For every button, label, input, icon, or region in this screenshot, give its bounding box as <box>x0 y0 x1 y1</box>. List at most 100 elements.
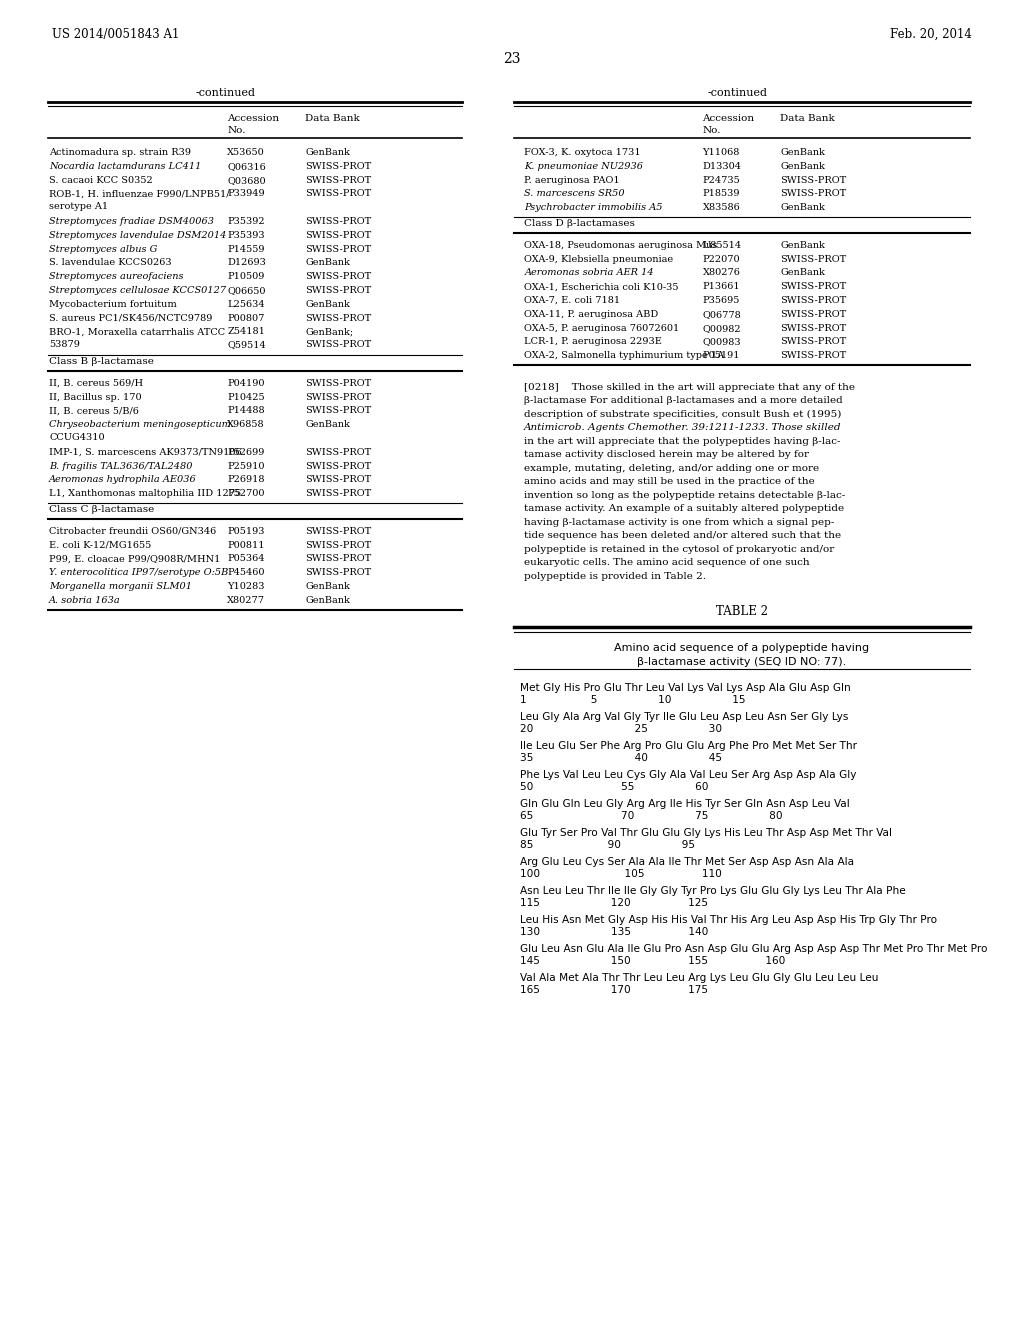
Text: 115                     120                 125: 115 120 125 <box>520 899 708 908</box>
Text: description of substrate specificities, consult Bush et (1995): description of substrate specificities, … <box>524 411 842 420</box>
Text: SWISS-PROT: SWISS-PROT <box>780 323 847 333</box>
Text: -continued: -continued <box>196 88 256 98</box>
Text: tide sequence has been deleted and/or altered such that the: tide sequence has been deleted and/or al… <box>524 532 842 540</box>
Text: Phe Lys Val Leu Leu Cys Gly Ala Val Leu Ser Arg Asp Asp Ala Gly: Phe Lys Val Leu Leu Cys Gly Ala Val Leu … <box>520 770 856 780</box>
Text: P05193: P05193 <box>227 527 265 536</box>
Text: Citrobacter freundii OS60/GN346: Citrobacter freundii OS60/GN346 <box>49 527 216 536</box>
Text: X80277: X80277 <box>227 595 265 605</box>
Text: Arg Glu Leu Cys Ser Ala Ala Ile Thr Met Ser Asp Asp Asn Ala Ala: Arg Glu Leu Cys Ser Ala Ala Ile Thr Met … <box>520 857 854 867</box>
Text: SWISS-PROT: SWISS-PROT <box>305 541 372 549</box>
Text: 65                          70                  75                  80: 65 70 75 80 <box>520 812 782 821</box>
Text: β-lactamase For additional β-lactamases and a more detailed: β-lactamase For additional β-lactamases … <box>524 396 843 405</box>
Text: polypeptide is provided in Table 2.: polypeptide is provided in Table 2. <box>524 572 707 581</box>
Text: GenBank: GenBank <box>305 148 350 157</box>
Text: Data Bank: Data Bank <box>780 114 835 123</box>
Text: P00811: P00811 <box>227 541 265 549</box>
Text: GenBank: GenBank <box>305 595 350 605</box>
Text: GenBank: GenBank <box>305 259 350 268</box>
Text: CCUG4310: CCUG4310 <box>49 433 104 442</box>
Text: Streptomyces fradiae DSM40063: Streptomyces fradiae DSM40063 <box>49 216 214 226</box>
Text: serotype A1: serotype A1 <box>49 202 109 211</box>
Text: Y11068: Y11068 <box>702 148 739 157</box>
Text: Gln Glu Gln Leu Gly Arg Arg Ile His Tyr Ser Gln Asn Asp Leu Val: Gln Glu Gln Leu Gly Arg Arg Ile His Tyr … <box>520 799 850 809</box>
Text: Class D β-lactamases: Class D β-lactamases <box>524 219 635 228</box>
Text: K. pneumoniae NU2936: K. pneumoniae NU2936 <box>524 162 643 170</box>
Text: No.: No. <box>227 125 246 135</box>
Text: GenBank: GenBank <box>305 420 350 429</box>
Text: No.: No. <box>702 125 721 135</box>
Text: LCR-1, P. aeruginosa 2293E: LCR-1, P. aeruginosa 2293E <box>524 338 663 346</box>
Text: Asn Leu Leu Thr Ile Ile Gly Gly Tyr Pro Lys Glu Glu Gly Lys Leu Thr Ala Phe: Asn Leu Leu Thr Ile Ile Gly Gly Tyr Pro … <box>520 886 906 896</box>
Text: Streptomyces cellulosae KCCS0127: Streptomyces cellulosae KCCS0127 <box>49 286 226 294</box>
Text: OXA-18, Pseudomonas aeruginosa Mus: OXA-18, Pseudomonas aeruginosa Mus <box>524 240 718 249</box>
Text: SWISS-PROT: SWISS-PROT <box>305 244 372 253</box>
Text: Aeromonas sobria AER 14: Aeromonas sobria AER 14 <box>524 268 654 277</box>
Text: Accession: Accession <box>702 114 755 123</box>
Text: SWISS-PROT: SWISS-PROT <box>305 462 372 471</box>
Text: SWISS-PROT: SWISS-PROT <box>305 379 372 388</box>
Text: SWISS-PROT: SWISS-PROT <box>305 176 372 185</box>
Text: OXA-9, Klebsiella pneumoniae: OXA-9, Klebsiella pneumoniae <box>524 255 674 264</box>
Text: SWISS-PROT: SWISS-PROT <box>305 475 372 484</box>
Text: Q59514: Q59514 <box>227 341 266 350</box>
Text: eukaryotic cells. The amino acid sequence of one such: eukaryotic cells. The amino acid sequenc… <box>524 558 810 568</box>
Text: Chryseobacterium meningosepticum: Chryseobacterium meningosepticum <box>49 420 231 429</box>
Text: A. sobria 163a: A. sobria 163a <box>49 595 121 605</box>
Text: SWISS-PROT: SWISS-PROT <box>305 162 372 170</box>
Text: S. lavendulae KCCS0263: S. lavendulae KCCS0263 <box>49 259 172 268</box>
Text: X53650: X53650 <box>227 148 265 157</box>
Text: E. coli K-12/MG1655: E. coli K-12/MG1655 <box>49 541 152 549</box>
Text: Actinomadura sp. strain R39: Actinomadura sp. strain R39 <box>49 148 191 157</box>
Text: SWISS-PROT: SWISS-PROT <box>305 568 372 577</box>
Text: Glu Leu Asn Glu Ala Ile Glu Pro Asn Asp Glu Glu Arg Asp Asp Asp Thr Met Pro Thr : Glu Leu Asn Glu Ala Ile Glu Pro Asn Asp … <box>520 944 987 954</box>
Text: Leu His Asn Met Gly Asp His His Val Thr His Arg Leu Asp Asp His Trp Gly Thr Pro: Leu His Asn Met Gly Asp His His Val Thr … <box>520 915 937 925</box>
Text: amino acids and may still be used in the practice of the: amino acids and may still be used in the… <box>524 478 815 487</box>
Text: II, Bacillus sp. 170: II, Bacillus sp. 170 <box>49 392 141 401</box>
Text: GenBank: GenBank <box>305 300 350 309</box>
Text: SWISS-PROT: SWISS-PROT <box>305 554 372 564</box>
Text: tamase activity. An example of a suitably altered polypeptide: tamase activity. An example of a suitabl… <box>524 504 845 513</box>
Text: Feb. 20, 2014: Feb. 20, 2014 <box>890 28 972 41</box>
Text: Class B β-lactamase: Class B β-lactamase <box>49 356 154 366</box>
Text: SWISS-PROT: SWISS-PROT <box>305 231 372 240</box>
Text: Streptomyces aureofaciens: Streptomyces aureofaciens <box>49 272 183 281</box>
Text: SWISS-PROT: SWISS-PROT <box>305 527 372 536</box>
Text: GenBank: GenBank <box>780 148 825 157</box>
Text: P33949: P33949 <box>227 189 265 198</box>
Text: Q00982: Q00982 <box>702 323 741 333</box>
Text: SWISS-PROT: SWISS-PROT <box>305 392 372 401</box>
Text: SWISS-PROT: SWISS-PROT <box>305 286 372 294</box>
Text: Nocardia lactamdurans LC411: Nocardia lactamdurans LC411 <box>49 162 202 170</box>
Text: FOX-3, K. oxytoca 1731: FOX-3, K. oxytoca 1731 <box>524 148 641 157</box>
Text: P05191: P05191 <box>702 351 740 360</box>
Text: Ile Leu Glu Ser Phe Arg Pro Glu Glu Arg Phe Pro Met Met Ser Thr: Ile Leu Glu Ser Phe Arg Pro Glu Glu Arg … <box>520 741 857 751</box>
Text: Antimicrob. Agents Chemother. 39:1211-1233. Those skilled: Antimicrob. Agents Chemother. 39:1211-12… <box>524 424 842 433</box>
Text: BRO-1, Moraxella catarrhalis ATCC: BRO-1, Moraxella catarrhalis ATCC <box>49 327 225 337</box>
Text: OXA-2, Salmonella typhimurium type 1A: OXA-2, Salmonella typhimurium type 1A <box>524 351 724 360</box>
Text: SWISS-PROT: SWISS-PROT <box>780 310 847 319</box>
Text: Y10283: Y10283 <box>227 582 265 591</box>
Text: having β-lactamase activity is one from which a signal pep-: having β-lactamase activity is one from … <box>524 517 835 527</box>
Text: 100                         105                 110: 100 105 110 <box>520 870 722 879</box>
Text: D13304: D13304 <box>702 162 741 170</box>
Text: SWISS-PROT: SWISS-PROT <box>305 341 372 350</box>
Text: SWISS-PROT: SWISS-PROT <box>780 351 847 360</box>
Text: P04190: P04190 <box>227 379 265 388</box>
Text: P35695: P35695 <box>702 296 739 305</box>
Text: TABLE 2: TABLE 2 <box>716 606 768 619</box>
Text: GenBank: GenBank <box>305 582 350 591</box>
Text: X80276: X80276 <box>702 268 740 277</box>
Text: Q06316: Q06316 <box>227 162 266 170</box>
Text: Q03680: Q03680 <box>227 176 266 185</box>
Text: II, B. cereus 5/B/6: II, B. cereus 5/B/6 <box>49 407 139 416</box>
Text: P45460: P45460 <box>227 568 265 577</box>
Text: tamase activity disclosed herein may be altered by for: tamase activity disclosed herein may be … <box>524 450 809 459</box>
Text: Met Gly His Pro Glu Thr Leu Val Lys Val Lys Asp Ala Glu Asp Gln: Met Gly His Pro Glu Thr Leu Val Lys Val … <box>520 682 851 693</box>
Text: 145                     150                 155                 160: 145 150 155 160 <box>520 957 785 966</box>
Text: Amino acid sequence of a polypeptide having: Amino acid sequence of a polypeptide hav… <box>614 643 869 653</box>
Text: -continued: -continued <box>708 88 768 98</box>
Text: L25634: L25634 <box>227 300 265 309</box>
Text: ROB-1, H. influenzae F990/LNPB51/: ROB-1, H. influenzae F990/LNPB51/ <box>49 189 229 198</box>
Text: P. aeruginosa PAO1: P. aeruginosa PAO1 <box>524 176 620 185</box>
Text: Q00983: Q00983 <box>702 338 741 346</box>
